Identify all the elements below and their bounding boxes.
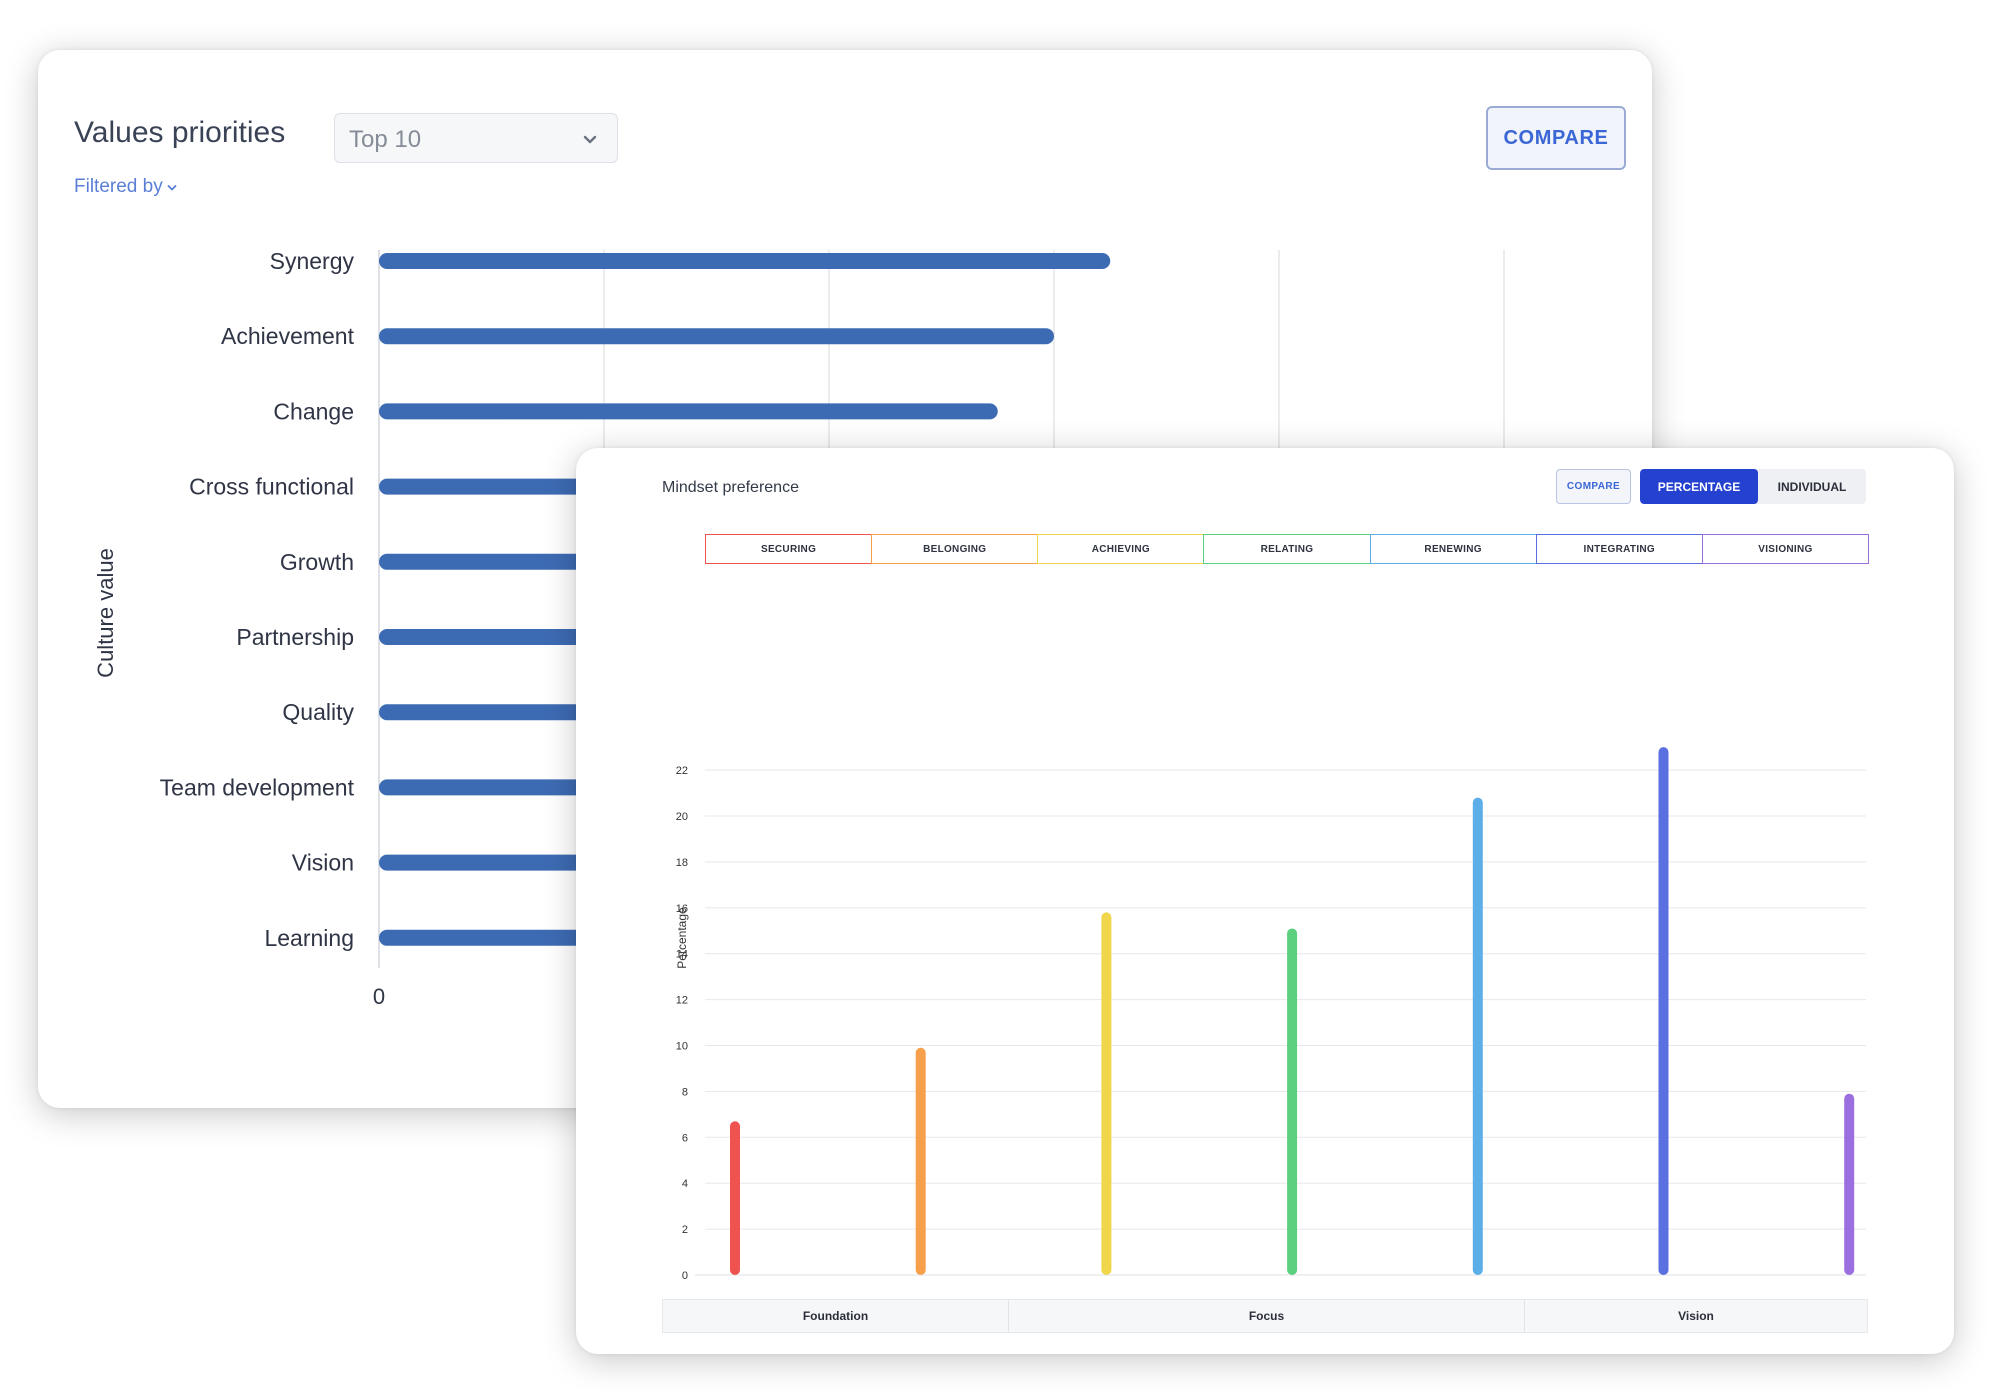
bar-learning[interactable]: [379, 929, 609, 946]
chevron-down-icon: [167, 176, 177, 198]
bar-relating[interactable]: [1287, 928, 1298, 1275]
bar-vision[interactable]: [379, 854, 609, 871]
y-tick-label: 6: [682, 1132, 688, 1144]
mindset-legend: SECURING BELONGING ACHIEVING RELATING RE…: [705, 534, 1869, 564]
bar-achievement[interactable]: [379, 328, 1054, 345]
filtered-by-label: Filtered by: [74, 176, 163, 198]
y-tick-label: 14: [676, 949, 688, 961]
y-tick-label: 16: [676, 903, 688, 915]
bar-integrating[interactable]: [1658, 747, 1669, 1275]
mindset-group-bar: Foundation Focus Vision: [662, 1299, 1868, 1333]
values-priorities-title: Values priorities: [74, 116, 286, 149]
category-label-team-development: Team development: [160, 774, 355, 800]
bar-growth[interactable]: [379, 553, 609, 570]
category-label-change: Change: [273, 398, 354, 424]
category-label-cross-functional: Cross functional: [189, 474, 354, 500]
legend-item-relating[interactable]: RELATING: [1203, 534, 1371, 564]
legend-item-securing[interactable]: SECURING: [705, 534, 873, 564]
legend-item-belonging[interactable]: BELONGING: [871, 534, 1039, 564]
bar-quality[interactable]: [379, 704, 609, 721]
bar-securing[interactable]: [730, 1121, 740, 1275]
legend-item-visioning[interactable]: VISIONING: [1701, 534, 1869, 564]
compare-button[interactable]: COMPARE: [1486, 106, 1626, 170]
y-tick-label: 0: [682, 1270, 688, 1282]
category-label-vision: Vision: [292, 850, 354, 876]
y-tick-label: 4: [682, 1178, 688, 1190]
group-focus: Focus: [1008, 1300, 1524, 1332]
category-label-learning: Learning: [264, 925, 354, 951]
category-label-achievement: Achievement: [221, 323, 355, 349]
individual-toggle-button[interactable]: INDIVIDUAL: [1777, 479, 1847, 494]
bar-renewing[interactable]: [1472, 797, 1483, 1275]
y-tick-label: 2: [682, 1224, 688, 1236]
category-label-growth: Growth: [280, 549, 354, 575]
bar-partnership[interactable]: [379, 629, 609, 645]
group-vision: Vision: [1524, 1300, 1867, 1332]
category-label-quality: Quality: [282, 699, 354, 725]
percentage-toggle-button[interactable]: PERCENTAGE: [1640, 469, 1758, 504]
legend-item-achieving[interactable]: ACHIEVING: [1037, 534, 1205, 564]
bar-belonging[interactable]: [915, 1047, 926, 1275]
y-tick-label: 10: [676, 1041, 688, 1053]
bar-change[interactable]: [379, 403, 998, 420]
bar-cross-functional[interactable]: [379, 478, 609, 495]
y-tick-label: 18: [676, 857, 688, 869]
legend-item-renewing[interactable]: RENEWING: [1369, 534, 1537, 564]
legend-item-integrating[interactable]: INTEGRATING: [1535, 534, 1703, 564]
view-toggle: PERCENTAGE INDIVIDUAL: [1640, 469, 1866, 504]
category-label-synergy: Synergy: [270, 248, 355, 274]
y-tick-label: 8: [682, 1086, 688, 1098]
mindset-preference-title: Mindset preference: [662, 479, 799, 496]
mindset-compare-button[interactable]: COMPARE: [1556, 469, 1631, 504]
bar-synergy[interactable]: [379, 253, 1111, 269]
y-tick-label: 20: [676, 811, 688, 823]
bar-achieving[interactable]: [1101, 912, 1112, 1275]
category-label-partnership: Partnership: [236, 624, 354, 650]
x-tick-label: 0: [373, 984, 385, 1009]
filtered-by-link[interactable]: Filtered by: [74, 176, 177, 198]
mindset-preference-card: Mindset preference COMPARE PERCENTAGE IN…: [576, 448, 1954, 1354]
chevron-down-icon: [583, 132, 597, 150]
top-n-select[interactable]: Top 10: [334, 113, 618, 163]
mindset-bar-chart: 0 2 4 6 8 10 12 14 16 18 20 22: [676, 747, 1866, 1282]
group-foundation: Foundation: [802, 1309, 869, 1323]
bar-team-development[interactable]: [379, 779, 609, 796]
top-n-select-value: Top 10: [349, 126, 422, 153]
y-tick-label: 12: [676, 995, 688, 1007]
y-tick-label: 22: [676, 765, 688, 777]
bar-visioning[interactable]: [1844, 1093, 1855, 1275]
